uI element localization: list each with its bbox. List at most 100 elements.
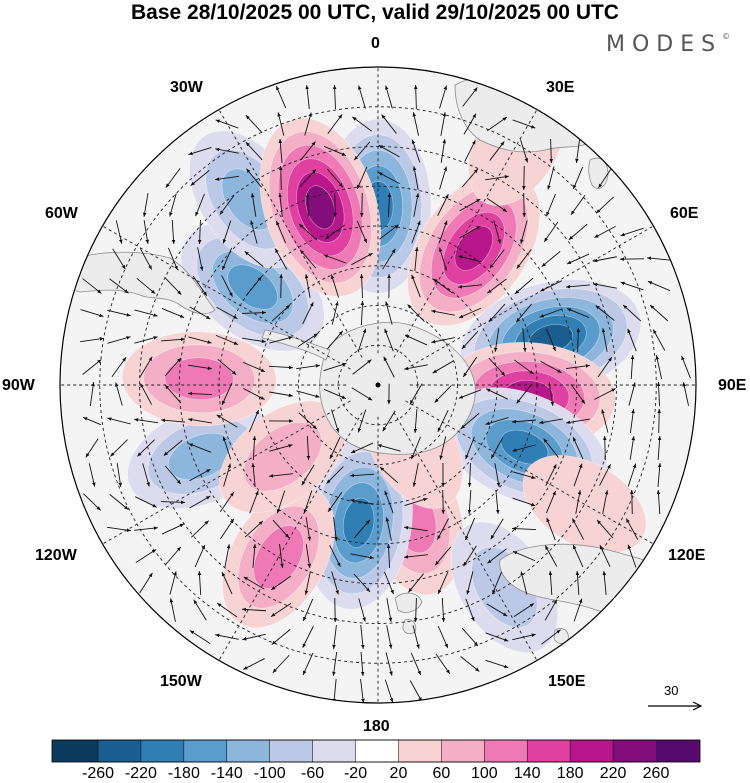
- wind-vector: [438, 220, 448, 244]
- wind-vector: [332, 679, 337, 703]
- wind-vector: [467, 489, 472, 515]
- colorbar-tick-label: -140: [210, 765, 243, 782]
- logo-text: MODES: [606, 32, 723, 57]
- wind-vector: [458, 389, 482, 399]
- wind-vector: [412, 463, 419, 487]
- wind-vector: [323, 254, 347, 264]
- wind-vector: [279, 544, 284, 568]
- wind-vector: [164, 384, 182, 404]
- wind-vector: [323, 388, 347, 400]
- wind-vector: [134, 418, 158, 424]
- wind-vector: [359, 273, 364, 299]
- wind-vector: [576, 327, 581, 353]
- wind-vector: [437, 194, 449, 216]
- wind-vector: [409, 680, 423, 702]
- wind-vector: [221, 275, 233, 297]
- wind-vector: [545, 490, 557, 514]
- wind-vector: [305, 517, 312, 541]
- wind-vector: [250, 220, 258, 244]
- colorbar-tick-label: 180: [556, 765, 584, 782]
- wind-vector: [593, 256, 617, 263]
- wind-vector: [385, 517, 392, 541]
- wind-vector: [593, 282, 617, 289]
- wind-vector: [245, 114, 263, 134]
- wind-vector: [545, 464, 557, 486]
- wind-vector: [413, 597, 418, 623]
- wind-vector: [460, 412, 480, 430]
- wind-vector: [331, 571, 339, 595]
- wind-vector: [323, 145, 347, 157]
- wind-vector: [512, 444, 536, 452]
- wind-vector: [629, 409, 635, 433]
- wind-vector: [350, 442, 374, 454]
- wind-vector: [379, 466, 399, 484]
- wind-vector: [111, 357, 127, 377]
- wind-vector: [522, 192, 526, 218]
- wind-vector: [329, 545, 341, 567]
- wind-vector: [188, 364, 212, 370]
- wind-vector: [432, 360, 454, 374]
- wind-vector: [413, 84, 418, 110]
- wind-vector: [627, 544, 637, 568]
- wind-vector: [268, 365, 294, 370]
- wind-vector: [169, 193, 177, 217]
- wind-vector: [485, 417, 509, 425]
- wind-vector: [188, 336, 212, 344]
- wind-vector: [305, 192, 310, 218]
- wind-vector: [541, 250, 561, 268]
- wind-vector: [489, 141, 505, 161]
- wind-vector: [302, 652, 314, 676]
- wind-vector: [570, 195, 586, 215]
- wind-vector: [404, 554, 428, 559]
- wind-vector: [594, 225, 616, 239]
- anomaly-field: [121, 82, 647, 653]
- wind-vector: [486, 116, 508, 132]
- wind-vector: [540, 280, 562, 292]
- wind-vector: [331, 301, 339, 325]
- wind-vector: [115, 382, 123, 406]
- wind-vector: [485, 175, 509, 181]
- wind-vector: [413, 193, 420, 217]
- wind-vector: [431, 309, 455, 316]
- wind-vector: [302, 598, 314, 622]
- wind-vector: [488, 357, 506, 377]
- wind-vector: [269, 444, 293, 452]
- wind-vector: [165, 168, 181, 188]
- wind-vector: [301, 464, 315, 486]
- wind-vector: [412, 625, 420, 649]
- wind-vector: [135, 549, 157, 563]
- modes-logo: MODES©: [606, 32, 730, 57]
- wind-vector: [352, 359, 372, 375]
- wind-vector: [596, 519, 614, 539]
- latitude-circle: [258, 265, 498, 505]
- wind-vector: [242, 633, 266, 641]
- wind-vector: [602, 571, 607, 595]
- wind-vector: [595, 305, 615, 321]
- wind-vector: [171, 219, 176, 245]
- wind-vector: [620, 281, 644, 291]
- wind-vector: [219, 195, 235, 215]
- wind-vector: [465, 598, 475, 622]
- wind-vector: [520, 571, 528, 595]
- wind-vector: [107, 417, 131, 425]
- wind-vector: [245, 141, 263, 161]
- wind-vector: [357, 328, 367, 352]
- wind-vector: [110, 439, 128, 457]
- wind-vector: [594, 388, 616, 400]
- wind-vector: [189, 468, 211, 482]
- wind-vector: [296, 364, 320, 370]
- wind-vector: [298, 412, 318, 430]
- wind-vector: [544, 545, 558, 567]
- wind-vector: [462, 87, 478, 107]
- wind-vector: [143, 220, 150, 244]
- wind-vector: [134, 526, 158, 531]
- wind-vector: [215, 175, 239, 181]
- wind-vector: [350, 553, 374, 560]
- wind-vector: [378, 144, 400, 158]
- wind-vector: [164, 357, 182, 377]
- wind-vector: [82, 416, 102, 426]
- lon-label-180: 180: [363, 718, 390, 735]
- wind-vector: [299, 249, 317, 269]
- wind-vector: [459, 225, 481, 239]
